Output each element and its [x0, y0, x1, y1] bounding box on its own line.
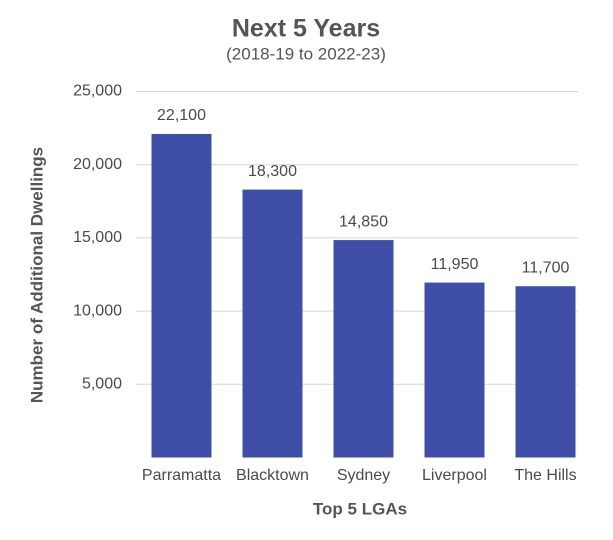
x-tick-label: Liverpool — [422, 467, 487, 484]
y-tick-label: 25,000 — [73, 83, 122, 100]
bar — [333, 240, 394, 458]
x-tick-label: Blacktown — [236, 467, 309, 484]
y-tick-label: 20,000 — [73, 156, 122, 173]
y-axis-label: Number of Additional Dwellings — [27, 147, 46, 403]
x-tick-label: Sydney — [337, 467, 390, 484]
y-tick-label: 15,000 — [73, 229, 122, 246]
value-label: 22,100 — [157, 107, 206, 124]
x-axis-label: Top 5 LGAs — [313, 499, 407, 518]
bar — [424, 282, 485, 458]
x-tick-label: The Hills — [514, 467, 576, 484]
value-label: 18,300 — [248, 163, 297, 180]
value-label: 11,950 — [431, 256, 479, 273]
x-tick-label: Parramatta — [142, 467, 221, 484]
chart-title: Next 5 Years — [232, 15, 380, 43]
bar — [151, 133, 212, 458]
value-label: 14,850 — [339, 213, 388, 230]
y-tick-label: 10,000 — [73, 302, 122, 319]
chart-subtitle: (2018-19 to 2022-23) — [226, 44, 386, 63]
value-label: 11,700 — [522, 259, 570, 276]
y-tick-label: 5,000 — [82, 376, 122, 393]
bar — [242, 189, 303, 458]
bar — [515, 286, 576, 458]
